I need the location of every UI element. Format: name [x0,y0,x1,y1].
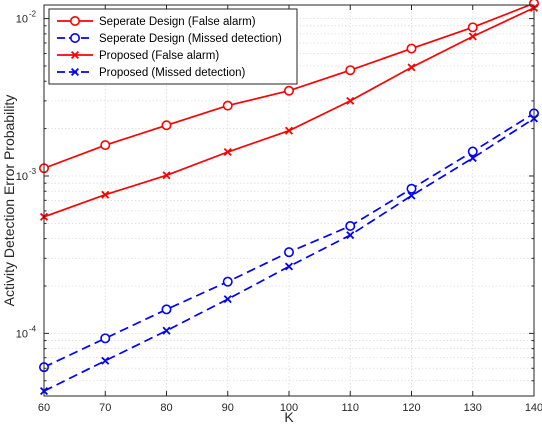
series-0 [38,0,539,174]
data-point [101,356,110,365]
x-tick-label: 110 [341,402,359,414]
legend-entry: Proposed (False alarm) [57,50,219,62]
x-tick-label: 80 [160,402,172,414]
data-point [468,32,477,41]
data-point [345,221,356,232]
data-point [345,65,356,76]
data-point [346,96,355,105]
data-point [407,63,416,72]
y-tick-exponent: -2 [29,10,37,19]
legend-marker [70,50,80,60]
data-point [223,147,232,157]
legend-label: Proposed (Missed detection) [99,67,246,79]
legend-label: Seperate Design (Missed detection) [99,33,282,45]
data-point [161,120,172,131]
data-point [223,295,232,304]
y-tick-label: 10 [16,328,28,340]
x-axis-label: K [284,409,294,425]
data-point [222,276,233,287]
x-tick-label: 140 [525,402,542,414]
data-point [161,304,172,315]
legend-label: Seperate Design (False alarm) [99,16,256,28]
data-point [283,247,294,258]
series-layer [38,0,539,396]
data-point [101,190,110,199]
x-tick-label: 120 [402,402,420,414]
x-tick-label: 90 [222,402,234,414]
data-point [162,326,171,335]
legend-entry: Seperate Design (False alarm) [57,15,256,28]
legend-marker [70,32,81,43]
data-point [284,126,294,135]
data-point [346,231,355,240]
legend-entry: Proposed (Missed detection) [57,67,246,79]
data-point [284,262,294,271]
y-tick-label: 10 [16,171,28,183]
data-point [406,43,417,54]
y-tick-label: 10 [16,14,28,26]
y-tick-exponent: -3 [29,167,37,176]
series-2 [39,3,539,221]
y-tick-exponent: -4 [29,324,37,333]
x-tick-label: 130 [464,402,482,414]
data-point [162,171,171,180]
legend-label: Proposed (False alarm) [99,50,219,62]
data-point [100,140,111,151]
legend-entry: Seperate Design (Missed detection) [57,32,282,45]
x-tick-label: 60 [38,402,50,414]
y-axis-label: Activity Detection Error Probability [1,95,17,307]
x-tick-label: 100 [280,402,298,414]
data-point [222,100,233,111]
data-point [100,333,111,344]
data-point [467,146,478,157]
data-point [283,85,294,96]
legend-marker [70,67,80,77]
legend-marker [70,15,81,26]
series-3 [39,114,539,396]
data-point [467,22,478,33]
data-point [406,183,417,194]
data-point [407,191,416,200]
x-tick-label: 70 [99,402,111,414]
legend: Seperate Design (False alarm) Seperate De… [48,8,298,85]
data-point [468,154,477,163]
